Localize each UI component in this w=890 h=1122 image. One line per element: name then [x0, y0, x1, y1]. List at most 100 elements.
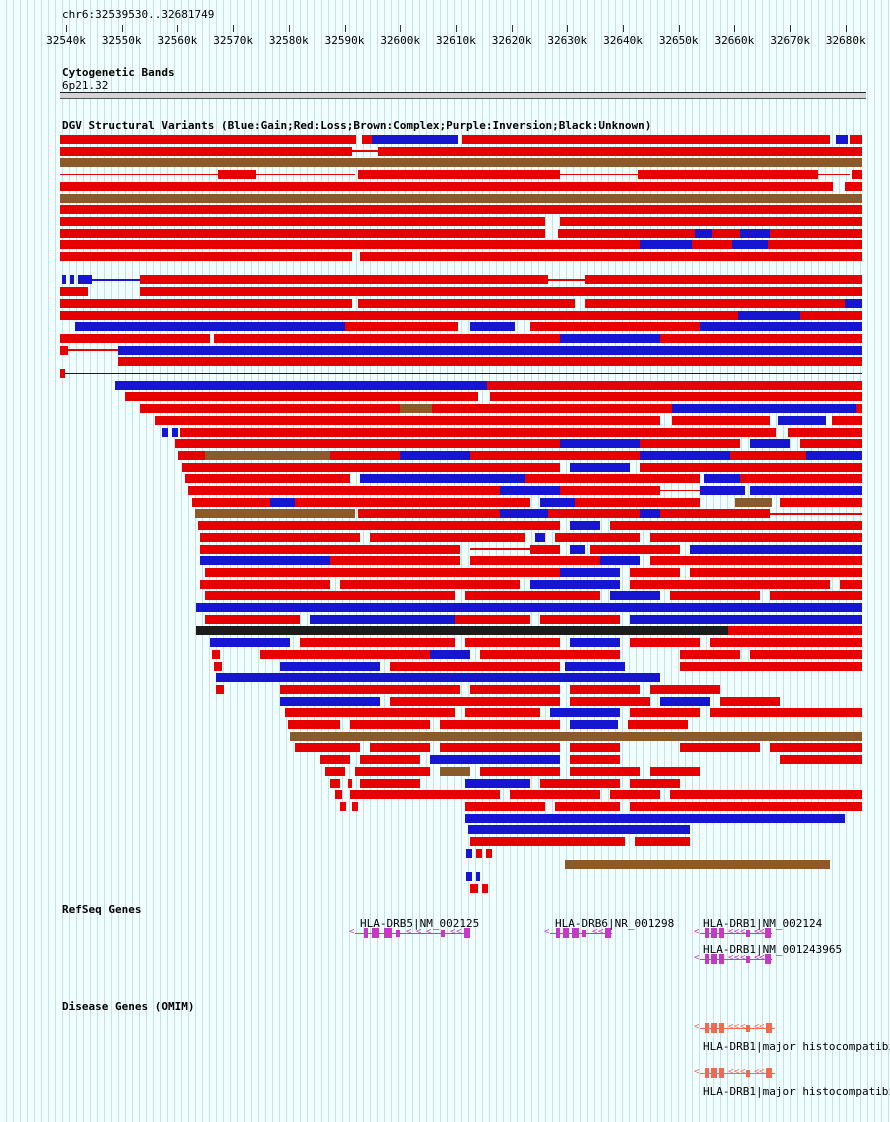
variant-bar[interactable]	[218, 170, 256, 180]
variant-bar[interactable]	[630, 801, 862, 811]
variant-bar[interactable]	[70, 275, 74, 285]
variant-bar[interactable]	[175, 439, 560, 449]
variant-bar[interactable]	[470, 837, 625, 846]
variant-bar[interactable]	[200, 544, 460, 554]
variant-bar[interactable]	[570, 755, 620, 765]
variant-bar[interactable]	[200, 579, 330, 589]
variant-bar[interactable]	[712, 228, 740, 238]
variant-bar[interactable]	[570, 521, 600, 531]
variant-span-line[interactable]	[256, 173, 355, 176]
variant-bar[interactable]	[350, 720, 430, 729]
variant-bar[interactable]	[740, 474, 862, 484]
variant-bar[interactable]	[362, 135, 372, 144]
variant-bar[interactable]	[430, 755, 560, 765]
refseq-gene-exon[interactable]	[705, 928, 709, 938]
variant-bar[interactable]	[480, 649, 620, 659]
variant-bar[interactable]	[770, 591, 862, 601]
variant-bar[interactable]	[330, 556, 460, 566]
variant-bar[interactable]	[630, 708, 700, 718]
variant-bar[interactable]	[470, 556, 600, 566]
variant-bar[interactable]	[560, 567, 620, 577]
variant-bar[interactable]	[692, 240, 732, 250]
omim-gene-exon[interactable]	[711, 1023, 717, 1033]
refseq-gene-exon[interactable]	[605, 928, 611, 938]
variant-bar[interactable]	[476, 848, 482, 858]
refseq-gene-exon[interactable]	[765, 928, 771, 938]
variant-span-line[interactable]	[68, 349, 118, 351]
variant-bar[interactable]	[430, 649, 470, 659]
variant-bar[interactable]	[172, 427, 178, 437]
variant-bar[interactable]	[205, 591, 455, 601]
variant-bar[interactable]	[162, 427, 168, 437]
variant-bar[interactable]	[285, 708, 455, 718]
variant-bar[interactable]	[610, 521, 862, 531]
variant-bar[interactable]	[400, 450, 470, 460]
variant-bar[interactable]	[195, 509, 355, 519]
variant-bar[interactable]	[570, 766, 640, 776]
refseq-gene-exon[interactable]	[464, 928, 470, 938]
variant-bar[interactable]	[845, 298, 862, 308]
variant-bar[interactable]	[400, 404, 432, 414]
variant-bar[interactable]	[728, 626, 862, 636]
variant-bar[interactable]	[845, 181, 862, 191]
variant-bar[interactable]	[660, 509, 770, 519]
variant-bar[interactable]	[115, 380, 487, 390]
variant-bar[interactable]	[555, 532, 640, 542]
variant-bar[interactable]	[750, 439, 790, 449]
variant-bar[interactable]	[295, 497, 530, 507]
variant-bar[interactable]	[358, 298, 575, 308]
variant-bar[interactable]	[660, 696, 710, 706]
variant-bar[interactable]	[750, 486, 862, 495]
variant-bar[interactable]	[704, 474, 740, 484]
variant-bar[interactable]	[695, 228, 712, 238]
variant-bar[interactable]	[60, 228, 545, 238]
variant-span-line[interactable]	[560, 173, 638, 176]
variant-bar[interactable]	[118, 345, 862, 355]
variant-bar[interactable]	[290, 731, 862, 741]
variant-bar[interactable]	[570, 696, 650, 706]
variant-bar[interactable]	[178, 450, 205, 460]
variant-bar[interactable]	[530, 544, 560, 554]
variant-bar[interactable]	[650, 532, 862, 542]
variant-bar[interactable]	[560, 439, 640, 449]
variant-bar[interactable]	[535, 532, 545, 542]
omim-gene-exon[interactable]	[705, 1023, 709, 1033]
variant-bar[interactable]	[140, 287, 862, 297]
variant-bar[interactable]	[740, 228, 770, 238]
variant-bar[interactable]	[585, 275, 862, 285]
variant-bar[interactable]	[482, 883, 488, 893]
variant-bar[interactable]	[465, 708, 540, 718]
variant-bar[interactable]	[60, 158, 862, 168]
variant-bar[interactable]	[530, 322, 700, 332]
variant-span-line[interactable]	[92, 279, 140, 281]
omim-gene-exon[interactable]	[719, 1068, 724, 1078]
variant-bar[interactable]	[288, 720, 340, 729]
variant-bar[interactable]	[470, 684, 560, 694]
variant-bar[interactable]	[60, 369, 65, 378]
variant-bar[interactable]	[465, 778, 530, 788]
variant-bar[interactable]	[390, 661, 560, 671]
variant-bar[interactable]	[540, 614, 620, 624]
variant-bar[interactable]	[60, 298, 352, 308]
variant-bar[interactable]	[360, 778, 420, 788]
variant-bar[interactable]	[650, 684, 720, 694]
variant-bar[interactable]	[260, 649, 430, 659]
variant-bar[interactable]	[590, 544, 680, 554]
variant-bar[interactable]	[78, 275, 92, 285]
variant-bar[interactable]	[585, 298, 845, 308]
variant-bar[interactable]	[555, 801, 620, 811]
variant-bar[interactable]	[185, 474, 350, 484]
variant-bar[interactable]	[700, 322, 862, 332]
variant-bar[interactable]	[320, 755, 350, 765]
variant-span-line[interactable]	[660, 489, 700, 492]
variant-bar[interactable]	[300, 638, 455, 648]
omim-gene-exon[interactable]	[705, 1068, 709, 1078]
variant-bar[interactable]	[565, 661, 625, 671]
refseq-gene-exon[interactable]	[572, 928, 579, 938]
variant-bar[interactable]	[630, 579, 830, 589]
variant-bar[interactable]	[352, 801, 358, 811]
variant-bar[interactable]	[630, 614, 862, 624]
variant-bar[interactable]	[60, 252, 352, 261]
variant-bar[interactable]	[610, 591, 660, 601]
variant-bar[interactable]	[335, 790, 342, 800]
